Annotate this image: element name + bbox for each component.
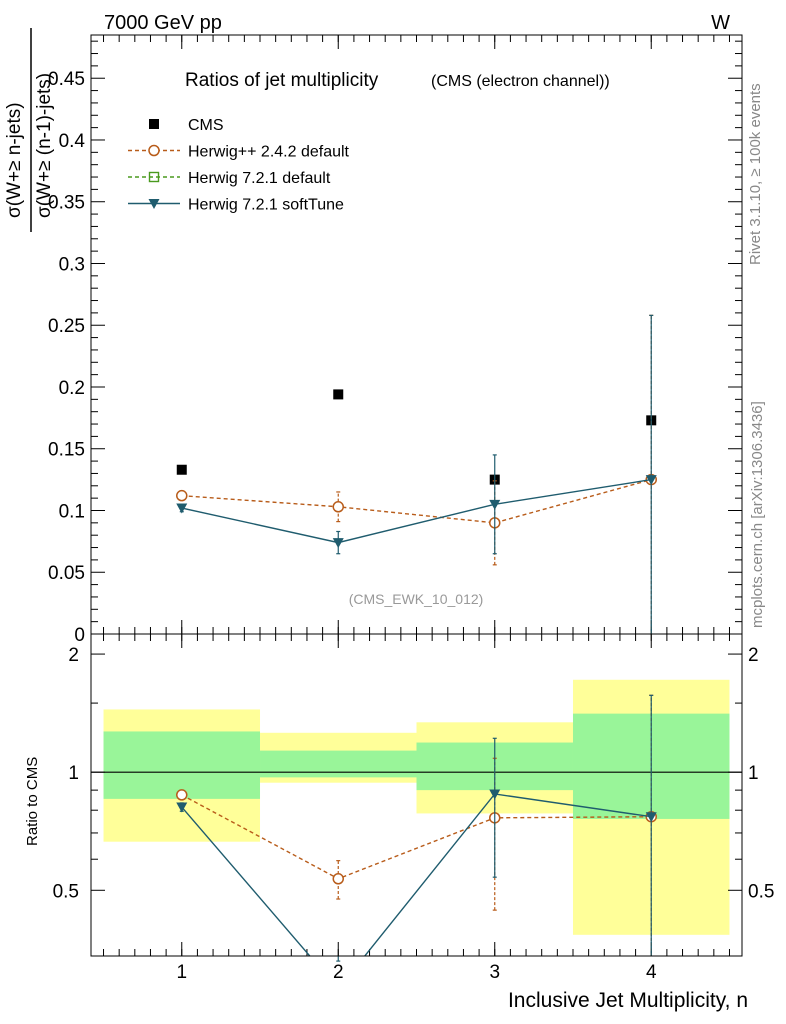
ratio-y-tick-label-right: 0.5 (748, 881, 774, 902)
mcplots-label: mcplots.cern.ch [arXiv:1306.3436] (749, 401, 766, 628)
energy-label: 7000 GeV pp (104, 12, 222, 34)
ratio-band-green (103, 731, 261, 799)
main-y-tick-label: 0.1 (59, 501, 85, 522)
main-y-tick-label: 0.15 (48, 440, 85, 461)
ratio-y-tick-label-right: 2 (748, 645, 759, 666)
legend-marker (148, 199, 160, 209)
ratio-x-tick-label: 1 (176, 962, 187, 983)
main-panel: 0 0.05 0.1 0.15 0.2 0.25 0.3 0.35 0.4 0.45 Ratios… (48, 34, 743, 646)
ratio-series-1-line (181, 793, 652, 956)
main-y-tick-label: 0.35 (48, 193, 85, 214)
main-series-0-point (333, 389, 344, 400)
legend-label: Herwig 7.2.1 softTune (188, 197, 344, 214)
ratio-frame (90, 633, 743, 957)
main-series (176, 314, 657, 634)
main-series-1-point (332, 501, 345, 513)
ratio-x-tick-label: 4 (646, 962, 657, 983)
ratio-series-0-point (176, 789, 188, 801)
ratio-series-1-point (645, 812, 657, 823)
main-y-tick-label: 0.3 (59, 254, 85, 275)
legend-label: CMS (188, 117, 224, 134)
ratio-ticks: 0.5 0.5 1 1 2 2 1 2 3 4 (53, 634, 774, 983)
ratio-panel: 0.5 0.5 1 1 2 2 1 2 3 4 (53, 633, 774, 983)
ratio-series (176, 694, 657, 962)
main-y-axis-label: σ(W+≥ n-jets) σ(W+≥ (n-1)-jets) (4, 28, 55, 232)
ratio-y-tick-label: 2 (68, 645, 79, 666)
main-y-tick-label: 0.45 (48, 69, 85, 90)
legend-marker (148, 171, 160, 183)
ratio-y-tick-label: 0.5 (53, 881, 79, 902)
ratio-x-tick-label: 3 (489, 962, 500, 983)
ratio-series-1-point (176, 802, 188, 813)
main-series-1-line (181, 478, 652, 524)
legend: CMS Herwig++ 2.4.2 default Herwig 7.2.1 de… (128, 117, 350, 214)
legend-label: Herwig 7.2.1 default (188, 170, 331, 187)
chart-subtitle: (CMS (electron channel)) (431, 73, 610, 90)
chart-title: Ratios of jet multiplicity (185, 70, 379, 91)
ratio-series-0-point (332, 873, 345, 885)
process-label: W (711, 12, 730, 34)
main-y-tick-label: 0.25 (48, 316, 85, 337)
main-series-2-point (332, 538, 344, 549)
legend-label: Herwig++ 2.4.2 default (188, 144, 350, 161)
main-series-0-point (176, 464, 187, 475)
main-y-tick-label: 0.4 (59, 131, 86, 152)
analysis-id: (CMS_EWK_10_012) (349, 591, 484, 607)
main-y-tick-label: 0.05 (48, 563, 85, 584)
rivet-label: Rivet 3.1.10, ≥ 100k events (747, 83, 764, 265)
ratio-series-0-line (181, 794, 652, 880)
main-y-ticks: 0 0.05 0.1 0.15 0.2 0.25 0.3 0.35 0.4 0.45 (48, 35, 742, 646)
main-series-2-point (645, 475, 657, 486)
ratio-series-1-point (489, 789, 501, 800)
legend-marker (149, 119, 159, 129)
main-series-2-line (181, 478, 652, 544)
main-y-tick-label: 0 (74, 625, 85, 646)
ratio-band-green (260, 750, 417, 778)
ratio-y-tick-label: 1 (68, 763, 79, 784)
main-y-tick-label: 0.2 (59, 378, 85, 399)
ratio-y-tick-label-right: 1 (748, 763, 759, 784)
ratio-bands (91, 679, 742, 935)
main-series-2-point (489, 499, 501, 510)
ratio-y-label: Ratio to CMS (24, 757, 41, 846)
ylabel-denominator: σ(W+≥ (n-1)-jets) (34, 73, 55, 218)
main-series-1-point (176, 489, 188, 502)
ylabel-numerator: σ(W+≥ n-jets) (4, 102, 25, 218)
ratio-x-tick-label: 2 (333, 962, 344, 983)
main-series-2-point (176, 503, 188, 514)
x-axis-label: Inclusive Jet Multiplicity, n (508, 989, 748, 1012)
legend-marker (148, 144, 160, 157)
